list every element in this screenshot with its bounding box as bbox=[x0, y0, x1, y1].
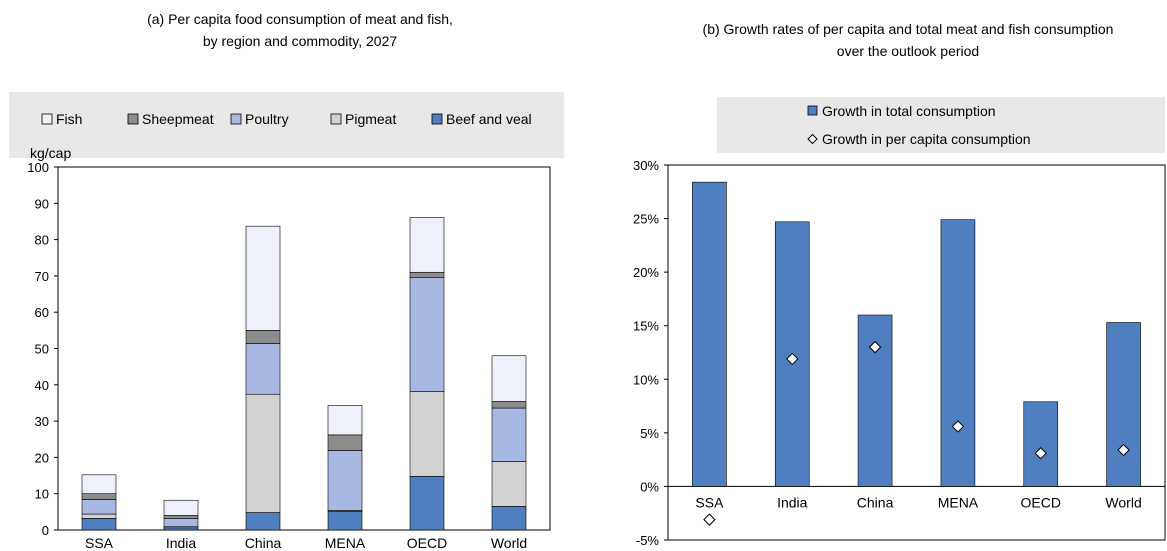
panel-b-x-label-oecd: OECD bbox=[1021, 494, 1061, 510]
legend-b-label-percapita: Growth in per capita consumption bbox=[822, 131, 1031, 147]
marker-b-percapita-ssa bbox=[703, 513, 716, 526]
bar-a-india-poultry bbox=[163, 518, 199, 528]
bar-a-oecd-poultry bbox=[409, 277, 445, 392]
panel-a-title-line2: by region and commodity, 2027 bbox=[203, 33, 398, 49]
panel-b-y-tick-label: 0% bbox=[640, 479, 659, 494]
bar-a-china-beef-and-veal bbox=[245, 512, 281, 531]
panel-b-x-label-china: China bbox=[857, 494, 894, 510]
panel-b-y-tick-label: -5% bbox=[636, 533, 660, 548]
bar-a-mena-sheepmeat bbox=[327, 434, 363, 451]
bar-a-india-fish bbox=[163, 499, 199, 516]
bar-b-total-oecd bbox=[1023, 401, 1059, 487]
marker-b-percapita-mena bbox=[951, 420, 965, 433]
legend-a-label-pigmeat: Pigmeat bbox=[345, 111, 396, 127]
legend-a-label-sheepmeat: Sheepmeat bbox=[142, 111, 214, 127]
panel-a-x-label-india: India bbox=[166, 535, 197, 551]
panel-a-x-label-china: China bbox=[245, 535, 282, 551]
legend-a-label-poultry: Poultry bbox=[245, 111, 289, 127]
panel-a-y-tick-label: 70 bbox=[35, 269, 49, 284]
panel-a-plot: 0 10 20 30 40 50 60 70 80 90 100 SSA India China MENA O… bbox=[27, 160, 551, 551]
panel-a-x-label-ssa: SSA bbox=[85, 535, 114, 551]
legend-a-swatch-fish bbox=[41, 113, 53, 125]
bar-a-world-beef-and-veal bbox=[491, 506, 527, 531]
bar-a-world-poultry bbox=[491, 407, 527, 462]
bar-a-india-sheepmeat bbox=[163, 515, 199, 519]
panel-a-plot-frame bbox=[57, 166, 551, 531]
legend-a-swatch-sheepmeat bbox=[127, 113, 139, 125]
panel-b-x-label-world: World bbox=[1105, 494, 1141, 510]
panel-b-y-tick-label: 10% bbox=[633, 372, 659, 387]
panel-a-y-tick-label: 50 bbox=[35, 342, 49, 357]
legend-b-swatch-total bbox=[807, 105, 818, 116]
bar-a-oecd-fish bbox=[409, 217, 445, 273]
bar-b-total-world bbox=[1106, 322, 1141, 487]
bar-a-oecd-pigmeat bbox=[409, 391, 445, 477]
bar-a-china-sheepmeat bbox=[245, 330, 281, 344]
panel-a-x-label-oecd: OECD bbox=[407, 535, 447, 551]
marker-b-percapita-oecd bbox=[1034, 447, 1047, 460]
bar-a-china-fish bbox=[245, 225, 281, 331]
panel-a-x-label-mena: MENA bbox=[325, 535, 366, 551]
legend-a-swatch-beef-and-veal bbox=[431, 113, 443, 125]
panel-b-legend: Growth in total consumption Growth in per… bbox=[807, 103, 1031, 147]
panel-a-y-tick-label: 60 bbox=[35, 305, 49, 320]
panel-a-y-tick-label: 90 bbox=[35, 196, 49, 211]
bar-a-china-pigmeat bbox=[245, 393, 281, 513]
panel-b-x-label-ssa: SSA bbox=[695, 494, 724, 510]
bar-a-ssa-beef-and-veal bbox=[81, 518, 117, 531]
panel-a-y-tick-label: 30 bbox=[35, 414, 49, 429]
bar-b-total-ssa bbox=[692, 181, 727, 487]
bar-a-mena-fish bbox=[327, 405, 363, 436]
bar-a-world-sheepmeat bbox=[491, 401, 527, 409]
bar-a-mena-beef-and-veal bbox=[327, 511, 363, 531]
panel-a-y-tick-label: 40 bbox=[35, 378, 49, 393]
bar-a-ssa-pigmeat bbox=[81, 513, 117, 519]
panel-b-y-tick-label: 15% bbox=[633, 319, 659, 334]
bar-b-total-mena bbox=[940, 219, 976, 487]
panel-a-legend: Fish Sheepmeat Poultry Pigmeat Beef and veal bbox=[41, 111, 532, 127]
legend-b-marker-percapita bbox=[807, 133, 818, 145]
panel-a-y-tick-label: 0 bbox=[42, 523, 49, 538]
panel-a-legend-box bbox=[9, 92, 564, 158]
panel-a-x-label-world: World bbox=[491, 535, 527, 551]
panel-b-y-tick-label: 30% bbox=[633, 158, 659, 173]
marker-b-percapita-china bbox=[868, 340, 882, 354]
panel-b-y-tick-label: 25% bbox=[633, 212, 659, 227]
bar-a-mena-poultry bbox=[327, 450, 363, 511]
bar-a-ssa-fish bbox=[81, 474, 117, 495]
bar-a-world-fish bbox=[491, 355, 527, 402]
panel-a-title-line1: (a) Per capita food consumption of meat … bbox=[147, 11, 453, 27]
marker-b-percapita-india bbox=[786, 352, 799, 366]
panel-b-plot: -5% 0% 5% 10% 15% 20% 25% 30% SSA India China MENA O… bbox=[633, 158, 1166, 548]
panel-a-y-tick-label: 100 bbox=[27, 160, 49, 175]
legend-a-label-beef-and-veal: Beef and veal bbox=[446, 111, 532, 127]
bar-a-oecd-beef-and-veal bbox=[409, 475, 445, 531]
bar-a-oecd-sheepmeat bbox=[409, 271, 445, 279]
bar-a-world-pigmeat bbox=[491, 461, 527, 507]
marker-b-percapita-world bbox=[1117, 443, 1130, 457]
panel-b-y-tick-label: 5% bbox=[640, 426, 659, 441]
bar-a-china-poultry bbox=[245, 343, 281, 395]
legend-b-label-total: Growth in total consumption bbox=[822, 103, 996, 119]
legend-a-label-fish: Fish bbox=[56, 111, 82, 127]
legend-a-swatch-pigmeat bbox=[330, 113, 342, 125]
legend-a-swatch-poultry bbox=[230, 113, 242, 125]
panel-b-legend-box bbox=[717, 97, 1165, 153]
panel-b-x-label-mena: MENA bbox=[938, 494, 979, 510]
panel-b-y-tick-label: 20% bbox=[633, 265, 659, 280]
bar-a-india-beef-and-veal bbox=[163, 527, 199, 531]
panel-a-y-unit: kg/cap bbox=[30, 145, 71, 161]
panel-a-y-tick-label: 80 bbox=[35, 233, 49, 248]
panel-a-y-tick-label: 20 bbox=[35, 450, 49, 465]
bar-b-total-china bbox=[857, 314, 893, 487]
panel-b-title-line1: (b) Growth rates of per capita and total… bbox=[703, 21, 1114, 37]
bar-a-ssa-sheepmeat bbox=[81, 493, 117, 500]
bar-a-ssa-poultry bbox=[81, 499, 117, 515]
panel-b-x-label-india: India bbox=[777, 494, 808, 510]
panel-b-title-line2: over the outlook period bbox=[837, 43, 979, 59]
panel-b-plot-frame bbox=[667, 164, 1166, 541]
panel-a-y-tick-label: 10 bbox=[35, 487, 49, 502]
